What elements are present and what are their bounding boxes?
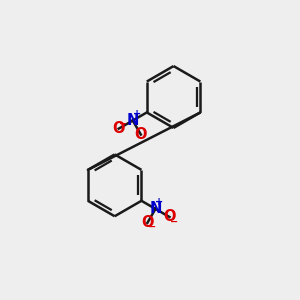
Text: O: O — [163, 209, 176, 224]
Text: N: N — [127, 113, 139, 128]
Text: +: + — [155, 197, 164, 207]
Text: O: O — [141, 215, 154, 230]
Text: N: N — [149, 201, 162, 216]
Text: −: − — [119, 118, 127, 128]
Text: O: O — [112, 121, 125, 136]
Text: O: O — [135, 127, 147, 142]
Text: −: − — [170, 216, 178, 226]
Text: +: + — [133, 109, 141, 119]
Text: −: − — [148, 222, 156, 232]
